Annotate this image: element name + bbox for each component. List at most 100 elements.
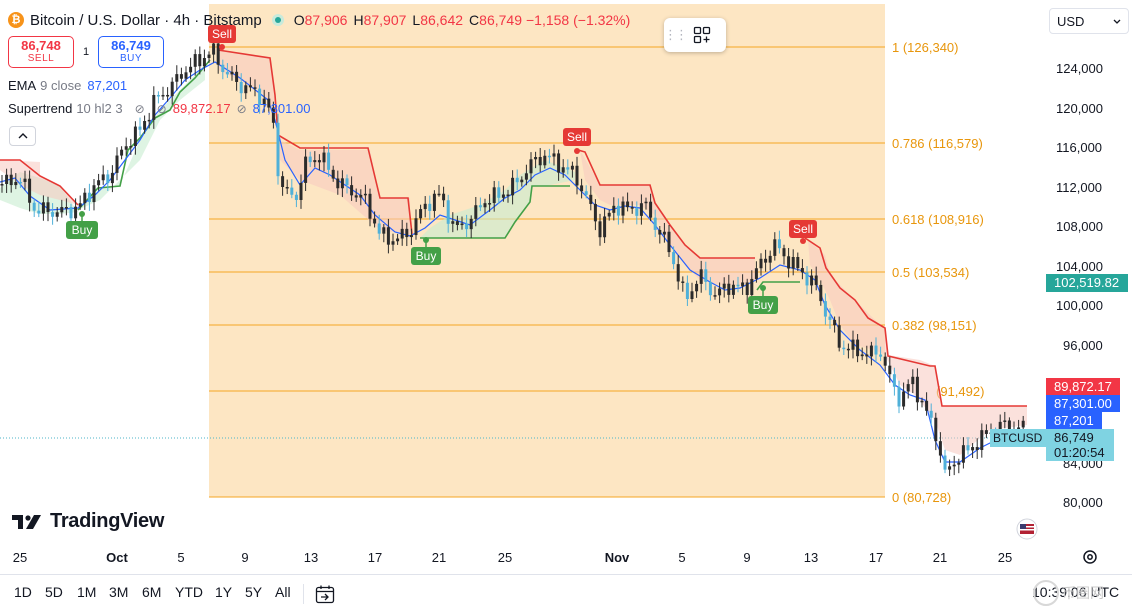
fib-labels: 1 (126,340) 0.786 (116,579) 0.618 (108,9…	[892, 40, 984, 505]
candle-body	[1003, 420, 1007, 422]
candle-body	[363, 193, 367, 196]
candle-body	[87, 192, 91, 203]
last-close-tag: 102,519.82	[1046, 274, 1128, 292]
candle-body	[649, 201, 653, 218]
candle-body	[570, 165, 574, 170]
candle-body	[262, 98, 266, 105]
signal-buy-3[interactable]: Buy	[748, 285, 778, 314]
candle-body	[55, 212, 59, 217]
candle-body	[446, 200, 450, 224]
candle-body	[455, 221, 459, 225]
candle-body	[768, 255, 772, 263]
candle-body	[934, 417, 938, 442]
toolbar-divider	[303, 584, 304, 604]
candle-body	[409, 235, 413, 238]
time-tick: 25	[998, 550, 1012, 565]
range-1m-button[interactable]: 1M	[77, 584, 97, 600]
fib-zone[interactable]	[209, 4, 885, 497]
candle-body	[557, 153, 561, 173]
candle-body	[998, 421, 1002, 435]
price-tick: 108,000	[1056, 219, 1103, 234]
currency-select[interactable]: USD	[1049, 8, 1129, 34]
candle-body	[833, 319, 837, 326]
candle-body	[764, 258, 768, 263]
drag-handle-icon[interactable]: ⋮⋮	[664, 27, 688, 42]
candle-body	[92, 185, 96, 203]
range-6m-button[interactable]: 6M	[142, 584, 162, 600]
range-3m-button[interactable]: 3M	[109, 584, 129, 600]
candle-body	[667, 231, 671, 253]
candle-body	[478, 205, 482, 208]
candle-body	[883, 356, 887, 366]
candle-body	[74, 206, 78, 219]
tradingview-watermark[interactable]: TradingView	[12, 510, 164, 533]
floating-toolbar[interactable]: ⋮⋮	[664, 18, 726, 52]
candle-body	[175, 74, 179, 82]
candle-body	[138, 126, 142, 130]
signal-buy-2[interactable]: Buy	[411, 237, 441, 265]
goto-date-button[interactable]	[314, 583, 336, 605]
supertrend-lower-value: 87,301.00	[252, 101, 311, 116]
buy-button[interactable]: 86,749 BUY	[98, 36, 164, 68]
range-1y-button[interactable]: 1Y	[215, 584, 233, 600]
range-1d-button[interactable]: 1D	[14, 584, 32, 600]
time-tick: 5	[678, 550, 685, 565]
candle-body	[451, 221, 455, 224]
candle-body	[432, 193, 436, 211]
candle-body	[400, 228, 404, 239]
signal-buy-1[interactable]: Buy	[66, 211, 98, 239]
supertrend-legend[interactable]: Supertrend 10 hl2 3 ⊘ ⊘ 89,872.17 ⊘ 87,3…	[8, 101, 310, 116]
candle-body	[428, 203, 432, 211]
candle-body	[106, 174, 110, 184]
range-ytd-button[interactable]: YTD	[175, 584, 203, 600]
signal-sell-1[interactable]: Sell	[208, 25, 236, 50]
candle-body	[561, 167, 565, 173]
candle-body	[616, 205, 620, 216]
fib-label-0786: 0.786 (116,579)	[892, 136, 983, 151]
supertrend-down-line-4	[804, 237, 1027, 407]
range-5d-button[interactable]: 5D	[45, 584, 63, 600]
symbol-legend[interactable]: ₿ Bitcoin / U.S. Dollar · 4h · Bitstamp …	[8, 10, 634, 30]
candle-body	[888, 365, 892, 375]
tradingview-logo-icon	[12, 514, 41, 529]
ema-legend[interactable]: EMA 9 close 87,201	[8, 78, 127, 93]
us-flag-event-icon[interactable]	[1016, 518, 1038, 540]
collapse-legend-button[interactable]	[9, 126, 36, 146]
candle-body	[460, 223, 464, 226]
object-tree-button[interactable]	[684, 18, 720, 52]
candle-body	[359, 194, 363, 198]
range-all-button[interactable]: All	[275, 584, 291, 600]
sell-button[interactable]: 86,748 SELL	[8, 36, 74, 68]
candle-body	[373, 218, 377, 224]
supertrend-down-fill-1	[0, 160, 78, 205]
time-axis[interactable]: 25 Oct 5 9 13 17 21 25 Nov 5 9 13 17 21 …	[13, 550, 1012, 565]
symbol-title[interactable]: Bitcoin / U.S. Dollar · 4h · Bitstamp	[30, 11, 262, 29]
fib-label-05: 0.5 (103,534)	[892, 265, 969, 280]
ohlc-low-label: L	[412, 12, 421, 28]
signal-sell-3[interactable]: Sell	[789, 220, 817, 244]
candle-body	[566, 167, 570, 170]
candle-body	[101, 174, 105, 181]
fib-label-0: 0 (80,728)	[892, 490, 951, 505]
chart-settings-icon[interactable]	[1083, 550, 1097, 564]
supertrend-up-line-3	[756, 281, 800, 291]
candle-body	[727, 283, 731, 295]
utc-clock[interactable]: 10:39:06 UTC	[1032, 584, 1120, 600]
supertrend-upper-tag: 89,872.17	[1046, 378, 1120, 395]
candle-body	[810, 275, 814, 286]
svg-text:87,201: 87,201	[1054, 413, 1094, 428]
candle-body	[483, 203, 487, 208]
calendar-goto-icon	[315, 585, 335, 604]
candle-body	[32, 202, 36, 211]
candle-body	[534, 157, 538, 160]
signal-sell-2[interactable]: Sell	[563, 128, 591, 154]
candle-body	[221, 64, 225, 73]
candle-body	[754, 268, 758, 279]
candle-body	[800, 268, 804, 273]
candle-body	[722, 283, 726, 289]
signal-sell-1-label: Sell	[212, 27, 232, 41]
range-5y-button[interactable]: 5Y	[245, 584, 263, 600]
time-tick: 21	[432, 550, 446, 565]
